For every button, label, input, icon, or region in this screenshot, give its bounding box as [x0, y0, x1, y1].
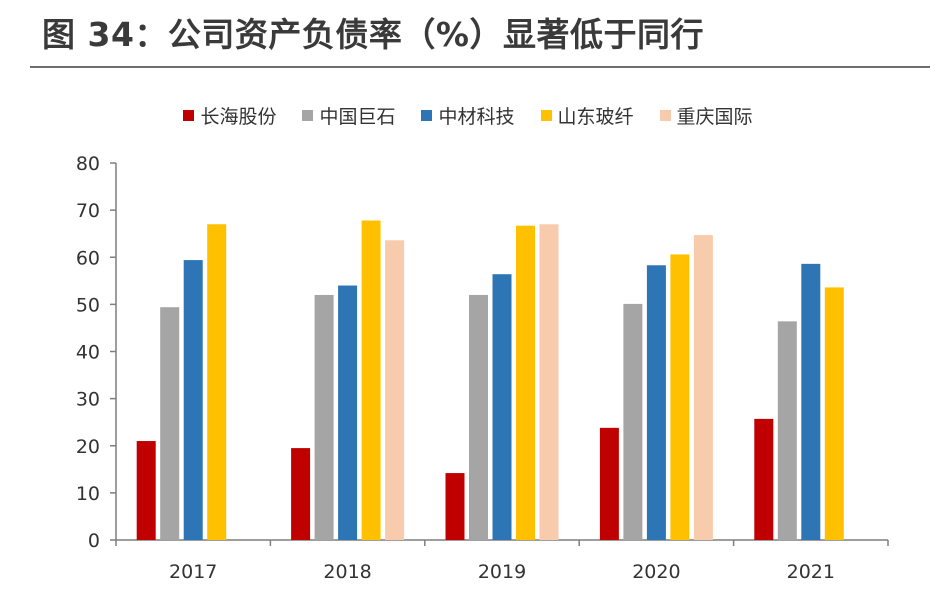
y-tick-label: 10 [76, 483, 100, 505]
y-tick-label: 20 [76, 436, 100, 458]
title-divider [30, 66, 930, 68]
x-tick-label: 2021 [787, 561, 835, 583]
y-tick-label: 60 [76, 247, 100, 269]
x-tick-label: 2017 [169, 561, 217, 583]
y-tick-label: 80 [76, 153, 100, 175]
legend-swatch-2 [302, 109, 314, 121]
legend-item-4: 山东玻纤 [540, 102, 634, 129]
bar-2019-series-4 [516, 225, 535, 540]
legend: 长海股份 中国巨石 中材科技 山东玻纤 重庆国际 [0, 100, 936, 130]
bar-2020-series-4 [670, 254, 690, 541]
bar-2020-series-3 [646, 265, 666, 540]
y-tick-label: 70 [76, 200, 100, 222]
bar-2017-series-1 [136, 441, 156, 540]
legend-swatch-3 [421, 109, 433, 121]
legend-swatch-1 [183, 109, 195, 121]
chart-title: 图 34：公司资产负债率（%）显著低于同行 [42, 15, 704, 54]
legend-item-2: 中国巨石 [302, 102, 395, 129]
bar-2019-series-2 [469, 294, 488, 540]
bar-2018-series-1 [291, 448, 311, 540]
bar-2019-series-5 [539, 224, 559, 540]
bar-2021-series-3 [801, 263, 821, 540]
legend-label-5: 重庆国际 [676, 105, 753, 128]
y-tick-label: 50 [76, 294, 100, 316]
x-tick-label: 2020 [632, 561, 680, 583]
y-tick-label: 0 [88, 530, 100, 552]
bar-2017-series-4 [207, 224, 227, 540]
y-tick-label: 40 [76, 342, 100, 364]
bar-2021-series-2 [777, 321, 797, 540]
bar-2018-series-2 [314, 294, 334, 540]
x-tick-label: 2019 [478, 561, 526, 583]
legend-swatch-4 [540, 109, 552, 121]
bar-2018-series-4 [361, 220, 381, 540]
bar-2019-series-1 [445, 473, 465, 540]
bar-2018-series-3 [338, 285, 358, 540]
bar-2021-series-4 [824, 287, 844, 540]
legend-item-5: 重庆国际 [659, 102, 753, 129]
bar-2018-series-5 [385, 240, 405, 540]
y-tick-label: 30 [76, 389, 100, 411]
bar-2020-series-5 [693, 235, 713, 540]
bar-2017-series-2 [160, 307, 180, 540]
bar-2020-series-1 [599, 427, 619, 540]
legend-label-3: 中材科技 [438, 105, 515, 128]
x-tick-label: 2018 [323, 561, 371, 583]
legend-label-2: 中国巨石 [319, 105, 396, 128]
legend-item-3: 中材科技 [421, 102, 515, 129]
bar-2020-series-2 [623, 303, 643, 540]
bar-2017-series-3 [183, 260, 203, 540]
bar-2019-series-3 [492, 274, 512, 540]
legend-item-1: 长海股份 [183, 102, 276, 129]
legend-swatch-5 [659, 109, 671, 121]
legend-label-1: 长海股份 [200, 105, 277, 128]
legend-label-4: 山东玻纤 [557, 105, 634, 128]
bar-2021-series-1 [754, 418, 774, 540]
